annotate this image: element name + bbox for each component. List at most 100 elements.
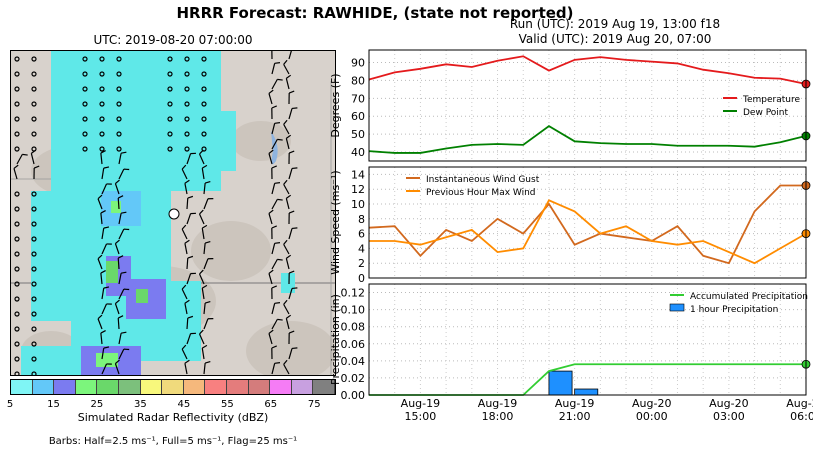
wind-barb xyxy=(288,347,298,360)
wind-barb-tick xyxy=(283,299,288,305)
wind-barb xyxy=(271,318,283,330)
y-tick-label: 0.12 xyxy=(341,287,366,300)
y-tick-label: 90 xyxy=(351,57,365,70)
wind-barb-tick xyxy=(184,239,190,244)
wind-barb-tick xyxy=(291,167,298,170)
wind-barb xyxy=(100,270,106,285)
wind-barb xyxy=(198,149,205,165)
wind-barb-shaft xyxy=(118,213,122,225)
wind-barb-tick xyxy=(288,210,295,214)
calm-station-marker xyxy=(99,146,105,152)
meteogram-panel: 40 50 60 70 80 90 Degrees (F) Temperature Dew Po… xyxy=(329,49,811,162)
wind-barb-shaft xyxy=(271,63,276,75)
wind-barb-shaft xyxy=(203,182,206,195)
wind-barb xyxy=(271,302,281,315)
wind-barb-tick xyxy=(291,287,298,290)
wind-barb-tick xyxy=(204,181,211,184)
wind-barb-tick xyxy=(103,226,110,229)
wind-barb xyxy=(271,362,281,375)
wind-barb-shaft xyxy=(271,183,276,195)
wind-barb-shaft xyxy=(268,273,273,285)
calm-station-marker xyxy=(116,116,122,122)
wind-barb-shaft xyxy=(118,333,122,345)
wind-barb-tick xyxy=(204,301,211,304)
wind-barb xyxy=(268,89,274,105)
y-tick-label: 10 xyxy=(351,198,365,211)
wind-barb-shaft xyxy=(114,243,120,255)
reflectivity-cell xyxy=(281,273,295,293)
wind-barb-shaft xyxy=(118,273,122,285)
wind-barb-tick xyxy=(268,149,274,154)
wind-barb xyxy=(101,226,110,240)
y-tick-label: 2 xyxy=(358,257,365,270)
wind-barb-shaft xyxy=(283,244,290,255)
wind-barb-shaft xyxy=(118,153,122,165)
wind-barb-shaft xyxy=(118,348,125,360)
wind-barb-shaft xyxy=(203,258,209,270)
x-tick-label: 18:00 xyxy=(482,410,514,423)
wind-barb xyxy=(288,270,295,285)
wind-barb xyxy=(283,299,290,315)
calm-station-marker xyxy=(184,146,190,152)
legend-label: Temperature xyxy=(742,95,800,105)
wind-barb-shaft xyxy=(271,243,276,255)
wind-barb-tick xyxy=(115,359,120,365)
calm-station-marker xyxy=(31,266,37,272)
calm-station-marker xyxy=(14,251,20,257)
wind-barb-shaft xyxy=(283,64,290,75)
colorbar-tick-label: 55 xyxy=(220,399,234,410)
wind-barb-tick xyxy=(277,318,283,321)
calm-station-marker xyxy=(31,71,37,77)
barb-legend-note: Barbs: Half=2.5 ms⁻¹, Full=5 ms⁻¹, Flag=… xyxy=(48,436,298,447)
wind-barb xyxy=(118,271,127,285)
wind-barb-shaft xyxy=(101,183,108,195)
wind-barb xyxy=(271,182,281,195)
calm-station-marker xyxy=(167,116,173,122)
wind-barb xyxy=(288,107,298,120)
calm-station-marker xyxy=(116,56,122,62)
wind-barb-tick xyxy=(181,164,187,170)
wind-barb-shaft xyxy=(30,153,35,165)
wind-barb xyxy=(114,179,120,195)
y-tick-label: 0.04 xyxy=(341,355,366,368)
wind-barb-shaft xyxy=(97,198,103,210)
wind-barb-shaft xyxy=(271,303,276,315)
colorbar-segment xyxy=(118,380,141,394)
wind-barb-tick xyxy=(100,150,106,154)
meteogram-panel: 0.00 0.02 0.04 0.06 0.08 0.10 0.12Precipitatio… xyxy=(329,283,811,402)
wind-barb-tick xyxy=(106,243,112,245)
calm-station-marker xyxy=(31,356,37,362)
x-tick-label: Aug-20 xyxy=(709,397,748,410)
wind-barb xyxy=(186,212,196,225)
wind-barb-shaft xyxy=(100,152,103,165)
wind-barb xyxy=(97,254,103,270)
wind-barb xyxy=(285,314,292,330)
calm-station-marker xyxy=(82,56,88,62)
wind-barb-shaft xyxy=(285,318,290,330)
wind-barb-tick xyxy=(207,318,214,320)
wind-barb-shaft xyxy=(16,154,23,165)
wind-barb-tick xyxy=(201,164,208,169)
wind-barb-shaft xyxy=(201,348,205,360)
x-tick-label: 06:00 xyxy=(790,410,813,423)
radar-map-canvas xyxy=(11,51,335,375)
wind-barb-tick xyxy=(268,89,274,94)
colorbar-segment xyxy=(183,380,206,394)
calm-station-marker xyxy=(82,101,88,107)
calm-station-marker xyxy=(167,71,173,77)
wind-barb xyxy=(271,51,273,60)
x-tick-label: 03:00 xyxy=(713,410,745,423)
colorbar-segment xyxy=(291,380,314,394)
wind-barb xyxy=(118,348,130,360)
calm-station-marker xyxy=(31,311,37,317)
calm-station-marker xyxy=(14,71,20,77)
wind-barb-shaft xyxy=(203,302,206,315)
wind-barb xyxy=(201,284,208,300)
wind-barb-shaft xyxy=(198,333,205,345)
wind-barb-shaft xyxy=(118,288,125,300)
wind-barb-tick xyxy=(274,182,281,184)
wind-barb-tick xyxy=(291,347,298,350)
wind-barb xyxy=(285,74,292,90)
calm-station-marker xyxy=(31,326,37,332)
location-marker xyxy=(168,208,180,220)
